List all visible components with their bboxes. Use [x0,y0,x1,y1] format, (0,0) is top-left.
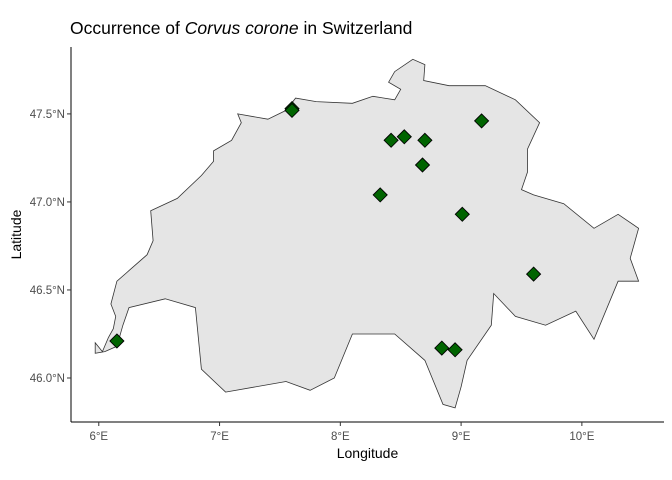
occurrence-point [473,113,490,129]
occurrence-point [447,342,463,358]
country-outline [94,58,640,409]
x-tick-label: 10°E [569,431,594,443]
title-species: Corvus corone [184,18,299,38]
chart-title: Occurrence of Corvus corone in Switzerla… [70,18,412,39]
x-tick-label: 9°E [452,431,471,443]
x-axis-title: Longitude [337,445,399,461]
occurrence-point [372,187,388,203]
x-ticks: 6°E 7°E 8°E 9°E 10°E [89,422,595,443]
occurrence-point [383,132,399,148]
x-tick-label: 6°E [89,431,108,443]
occurrence-point [454,206,470,222]
y-tick-label: 47.5°N [30,109,65,121]
occurrence-point [434,340,450,356]
x-tick-label: 8°E [331,431,350,443]
y-tick-label: 47.0°N [30,197,65,209]
y-tick-label: 46.0°N [30,373,65,385]
occurrence-point [109,333,125,349]
occurrence-point [414,157,431,173]
axes-layer [70,47,664,423]
title-suffix: in Switzerland [298,18,413,38]
y-tick-label: 46.5°N [30,285,65,297]
points-layer [109,100,542,358]
y-ticks: 46.0°N 46.5°N 47.0°N 47.5°N [30,109,71,385]
y-axis-title: Latitude [8,209,24,259]
occurrence-point [396,129,412,145]
occurrence-point [417,132,433,148]
title-prefix: Occurrence of [70,18,185,38]
occurrence-point [284,102,300,119]
region-layer [94,58,640,409]
occurrence-point [525,266,542,282]
x-tick-label: 7°E [210,431,229,443]
